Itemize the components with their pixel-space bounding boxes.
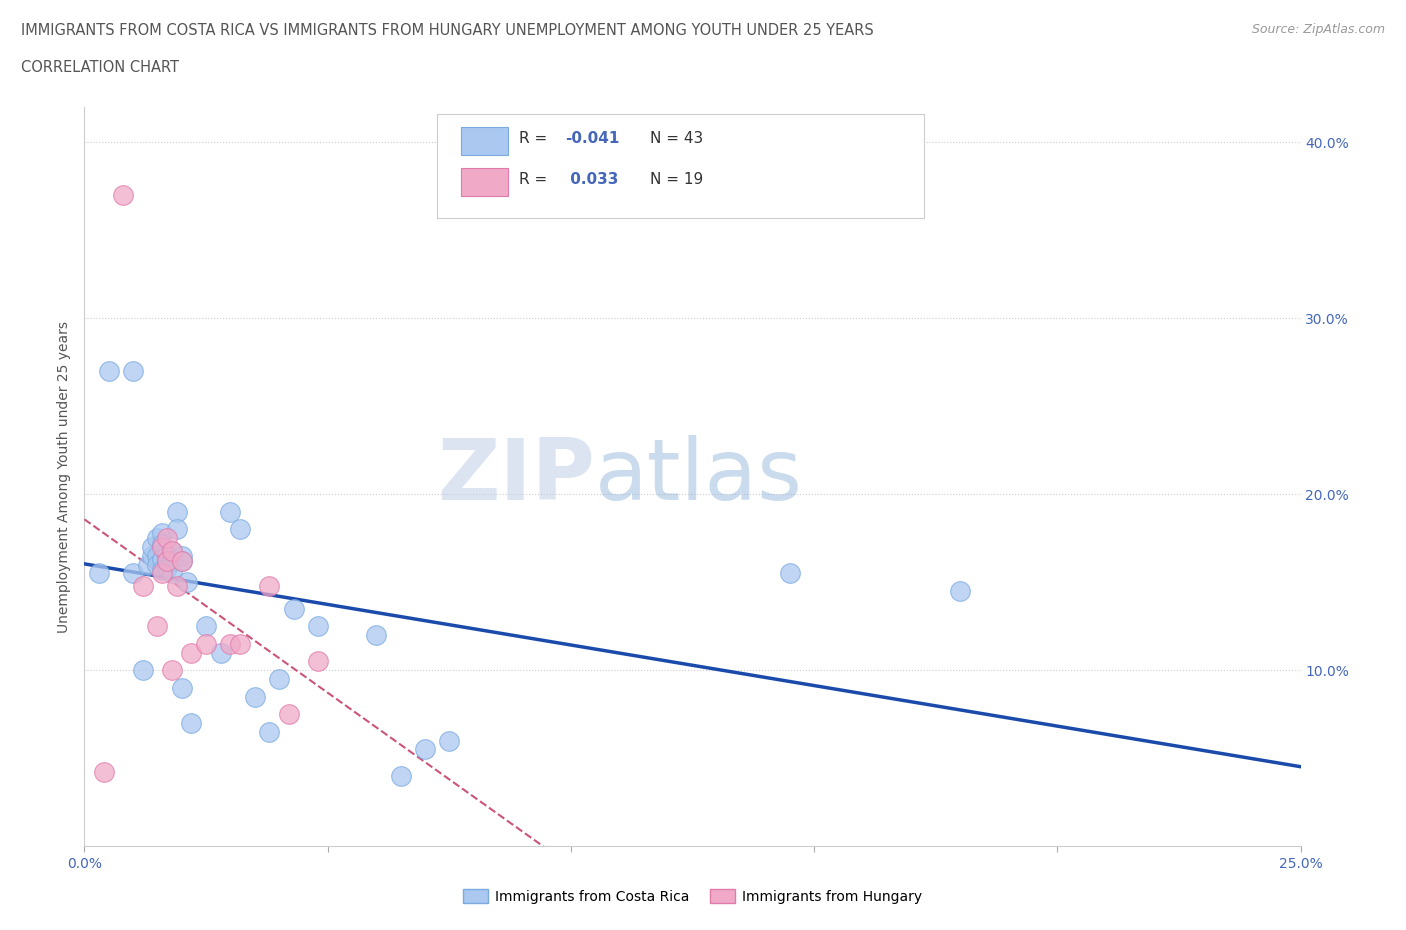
Point bbox=[160, 553, 183, 568]
Point bbox=[439, 733, 461, 748]
Text: IMMIGRANTS FROM COSTA RICA VS IMMIGRANTS FROM HUNGARY UNEMPLOYMENT AMONG YOUTH U: IMMIGRANTS FROM COSTA RICA VS IMMIGRANTS… bbox=[21, 23, 875, 38]
Text: -0.041: -0.041 bbox=[565, 131, 619, 146]
Point bbox=[146, 549, 169, 564]
Point bbox=[87, 566, 110, 581]
Point bbox=[160, 543, 183, 558]
Point bbox=[156, 531, 179, 546]
Point bbox=[219, 504, 242, 519]
Point bbox=[156, 553, 179, 568]
Point bbox=[146, 531, 169, 546]
Point bbox=[307, 618, 329, 633]
Text: atlas: atlas bbox=[595, 435, 803, 518]
Point bbox=[122, 566, 145, 581]
Point bbox=[219, 636, 242, 651]
Point bbox=[209, 645, 232, 660]
Point bbox=[160, 566, 183, 581]
Point bbox=[150, 539, 173, 554]
Point bbox=[146, 618, 169, 633]
Text: R =: R = bbox=[519, 131, 551, 146]
Point bbox=[170, 553, 193, 568]
Text: N = 43: N = 43 bbox=[650, 131, 703, 146]
Point bbox=[180, 716, 202, 731]
Point bbox=[257, 578, 280, 593]
Point bbox=[180, 645, 202, 660]
Y-axis label: Unemployment Among Youth under 25 years: Unemployment Among Youth under 25 years bbox=[58, 321, 72, 632]
Point bbox=[156, 553, 179, 568]
Point bbox=[389, 768, 412, 783]
Point bbox=[779, 566, 801, 581]
Point bbox=[413, 742, 436, 757]
Point bbox=[166, 578, 188, 593]
Point bbox=[97, 364, 120, 379]
FancyBboxPatch shape bbox=[461, 167, 508, 195]
Text: ZIP: ZIP bbox=[437, 435, 595, 518]
Point bbox=[949, 584, 972, 599]
Point bbox=[156, 561, 179, 576]
Point bbox=[93, 764, 115, 779]
Point bbox=[150, 525, 173, 540]
Point bbox=[229, 636, 252, 651]
Text: 0.033: 0.033 bbox=[565, 172, 619, 187]
Point bbox=[195, 618, 218, 633]
Point bbox=[156, 549, 179, 564]
Text: Source: ZipAtlas.com: Source: ZipAtlas.com bbox=[1251, 23, 1385, 36]
Point bbox=[146, 557, 169, 572]
Point bbox=[141, 549, 163, 564]
Point bbox=[195, 636, 218, 651]
Point bbox=[243, 689, 266, 704]
Point bbox=[132, 578, 155, 593]
Point bbox=[307, 654, 329, 669]
Text: CORRELATION CHART: CORRELATION CHART bbox=[21, 60, 179, 75]
Text: R =: R = bbox=[519, 172, 551, 187]
Point bbox=[257, 724, 280, 739]
Point bbox=[283, 601, 305, 616]
Point bbox=[366, 628, 388, 643]
Point bbox=[150, 566, 173, 581]
Legend: Immigrants from Costa Rica, Immigrants from Hungary: Immigrants from Costa Rica, Immigrants f… bbox=[457, 884, 928, 910]
Point bbox=[150, 536, 173, 551]
Point bbox=[150, 551, 173, 566]
Point bbox=[150, 563, 173, 578]
Point bbox=[170, 681, 193, 696]
Point bbox=[267, 671, 290, 686]
Point bbox=[160, 663, 183, 678]
Text: N = 19: N = 19 bbox=[650, 172, 703, 187]
FancyBboxPatch shape bbox=[461, 126, 508, 155]
Point bbox=[277, 707, 299, 722]
Point bbox=[141, 539, 163, 554]
Point bbox=[176, 575, 198, 590]
Point bbox=[112, 188, 135, 203]
Point bbox=[132, 663, 155, 678]
Point bbox=[170, 553, 193, 568]
Point bbox=[122, 364, 145, 379]
Point bbox=[170, 549, 193, 564]
FancyBboxPatch shape bbox=[437, 114, 924, 218]
Point bbox=[166, 522, 188, 537]
Point bbox=[229, 522, 252, 537]
Point bbox=[136, 557, 159, 572]
Point bbox=[166, 504, 188, 519]
Point bbox=[160, 543, 183, 558]
